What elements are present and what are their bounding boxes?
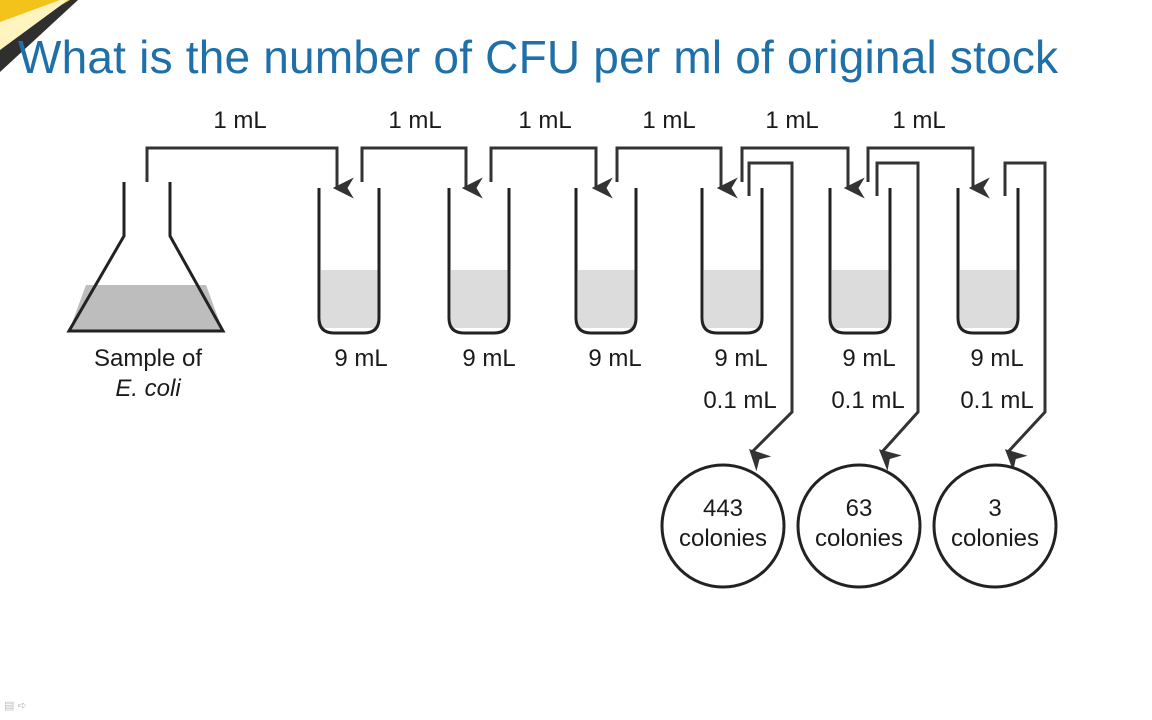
slide-nav-icons[interactable]: ▤ ➪ [4,700,27,712]
tube-volume-2: 9 mL [462,345,515,372]
plating-arrow-2 [875,161,920,472]
plate-3-unit: colonies [951,525,1039,552]
transfer-arrow-1 [145,146,354,199]
corner-logo [0,0,78,72]
plate-2-unit: colonies [815,525,903,552]
plate-2-count: 63 [846,495,873,522]
plating-arrow-1 [747,161,794,472]
tube-volume-1: 9 mL [334,345,387,372]
tube-4 [700,188,764,335]
plate-1-unit: colonies [679,525,767,552]
plate-3-count: 3 [988,495,1001,522]
plating-volume-3: 0.1 mL [960,387,1033,414]
tube-volume-4: 9 mL [714,345,767,372]
plate-1-count: 443 [703,495,743,522]
plate-1: 443 colonies [660,463,786,589]
tube-5 [828,188,892,335]
transfer-arrow-6 [866,146,990,199]
tube-volume-6: 9 mL [970,345,1023,372]
transfer-label-5: 1 mL [765,107,818,134]
transfer-label-6: 1 mL [892,107,945,134]
transfer-arrow-3 [489,146,613,199]
tube-volume-3: 9 mL [588,345,641,372]
tube-1 [317,188,381,335]
tube-3 [574,188,638,335]
tube-volume-5: 9 mL [842,345,895,372]
plate-3: 3 colonies [932,463,1058,589]
plating-volume-1: 0.1 mL [703,387,776,414]
transfer-label-1: 1 mL [213,107,266,134]
tube-6 [956,188,1020,335]
transfer-label-3: 1 mL [518,107,571,134]
flask-icon [66,182,226,333]
flask-label-line2: E. coli [115,375,181,402]
transfer-label-2: 1 mL [388,107,441,134]
plating-volume-2: 0.1 mL [831,387,904,414]
plate-2: 63 colonies [796,463,922,589]
transfer-arrow-2 [360,146,483,199]
transfer-arrow-4 [615,146,738,199]
transfer-label-4: 1 mL [642,107,695,134]
plating-arrow-3 [1003,161,1047,472]
slide-title: What is the number of CFU per ml of orig… [18,31,1059,83]
flask-label-line1: Sample of [94,345,202,372]
transfer-arrow-5 [740,146,865,199]
tube-2 [447,188,511,335]
